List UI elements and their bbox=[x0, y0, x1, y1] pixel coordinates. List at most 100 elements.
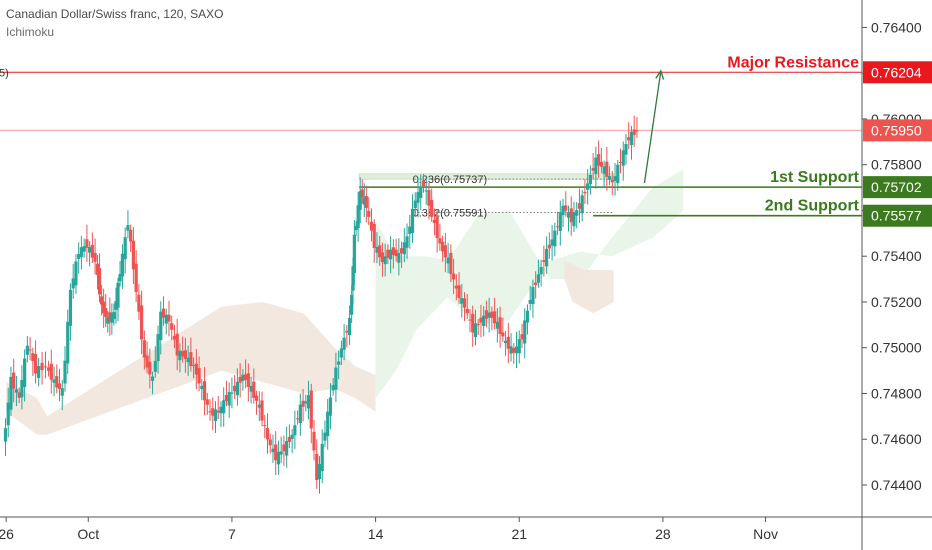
candle-body bbox=[285, 440, 289, 456]
candle-body bbox=[613, 176, 617, 182]
candle-body bbox=[364, 196, 368, 208]
candle-body bbox=[460, 298, 464, 304]
candle-body bbox=[60, 388, 64, 396]
candle bbox=[558, 200, 562, 246]
candle bbox=[134, 250, 138, 302]
candle-body bbox=[189, 352, 193, 367]
candle-body bbox=[37, 366, 41, 379]
candle-body bbox=[290, 434, 294, 439]
candle-body bbox=[347, 317, 352, 336]
candle-body bbox=[509, 346, 513, 354]
candle bbox=[471, 305, 475, 347]
candle bbox=[66, 309, 70, 375]
candle-body bbox=[484, 310, 489, 319]
candle-body bbox=[476, 324, 480, 326]
candle-body bbox=[525, 310, 530, 323]
candle bbox=[211, 397, 215, 431]
candle-body bbox=[334, 367, 338, 390]
candle-body bbox=[607, 176, 612, 180]
candle-body bbox=[120, 253, 125, 277]
candle-body bbox=[216, 410, 220, 413]
edge-fragment: 5) bbox=[0, 67, 9, 79]
candle-body bbox=[629, 131, 634, 146]
y-tick-label: 0.75200 bbox=[871, 294, 922, 310]
candle bbox=[290, 429, 294, 453]
candle bbox=[509, 333, 513, 362]
candle-body bbox=[427, 190, 431, 206]
candle-body bbox=[82, 246, 86, 252]
candle-body bbox=[97, 268, 102, 295]
candle-body bbox=[260, 400, 264, 421]
candle bbox=[205, 392, 209, 415]
candle-body bbox=[241, 374, 245, 381]
candle bbox=[342, 323, 346, 361]
candle-body bbox=[597, 154, 601, 166]
candle-body bbox=[482, 315, 486, 327]
candle bbox=[389, 236, 393, 274]
candle-body bbox=[531, 287, 535, 305]
candle-body bbox=[77, 253, 81, 259]
candle-body bbox=[454, 285, 458, 289]
candle-body bbox=[351, 266, 355, 291]
candle bbox=[378, 236, 382, 266]
x-tick-label: 21 bbox=[511, 526, 527, 542]
level-price-tag-0-label: 0.76204 bbox=[871, 64, 922, 80]
candle-body bbox=[441, 241, 445, 252]
y-tick-label: 0.75000 bbox=[871, 340, 922, 356]
y-tick-label: 0.75400 bbox=[871, 248, 922, 264]
candle-body bbox=[208, 411, 212, 413]
candle bbox=[175, 318, 179, 371]
candle-body bbox=[490, 311, 494, 318]
candle-body bbox=[164, 314, 168, 324]
symbol-title: Canadian Dollar/Swiss franc, 120, SAXO bbox=[6, 7, 224, 21]
candle-body bbox=[430, 199, 434, 217]
candle-body bbox=[517, 339, 521, 354]
candle bbox=[525, 304, 530, 335]
candle-body bbox=[503, 340, 508, 344]
candle bbox=[449, 244, 453, 283]
candle-body bbox=[320, 443, 324, 472]
candle-body bbox=[181, 351, 185, 357]
candle-body bbox=[142, 340, 146, 358]
candle bbox=[545, 236, 549, 274]
candle bbox=[547, 232, 551, 259]
candle bbox=[506, 322, 510, 364]
candle-body bbox=[3, 428, 8, 442]
candle-body bbox=[339, 348, 343, 358]
indicator-label: Ichimoku bbox=[6, 25, 55, 39]
candle-body bbox=[432, 219, 437, 224]
candle bbox=[375, 232, 379, 264]
candle bbox=[605, 146, 609, 191]
candle-body bbox=[93, 252, 97, 262]
candle bbox=[233, 374, 237, 399]
candle-body bbox=[49, 363, 53, 380]
candle-body bbox=[402, 242, 406, 255]
candle bbox=[473, 309, 478, 346]
candle-body bbox=[200, 385, 204, 390]
x-tick-label: 26 bbox=[0, 526, 14, 542]
candle-body bbox=[211, 408, 215, 416]
candle-body bbox=[263, 424, 267, 426]
candle bbox=[14, 375, 19, 407]
candle-body bbox=[352, 234, 356, 274]
candle-body bbox=[202, 381, 207, 401]
candle bbox=[430, 188, 434, 222]
candle bbox=[31, 347, 35, 376]
candle bbox=[85, 224, 89, 262]
candle bbox=[200, 378, 204, 401]
candle-body bbox=[235, 381, 239, 396]
candle bbox=[383, 243, 387, 277]
candle-body bbox=[112, 312, 116, 319]
candle bbox=[460, 284, 464, 318]
candle bbox=[364, 185, 368, 223]
level-price-tag-1-bg bbox=[863, 176, 932, 199]
candle bbox=[60, 379, 64, 411]
projection-arrow bbox=[643, 70, 662, 184]
candle bbox=[189, 337, 193, 372]
candle bbox=[235, 368, 239, 406]
candle bbox=[360, 179, 364, 204]
candle-body bbox=[102, 301, 106, 314]
candle-body bbox=[550, 239, 554, 246]
candle bbox=[282, 435, 286, 466]
